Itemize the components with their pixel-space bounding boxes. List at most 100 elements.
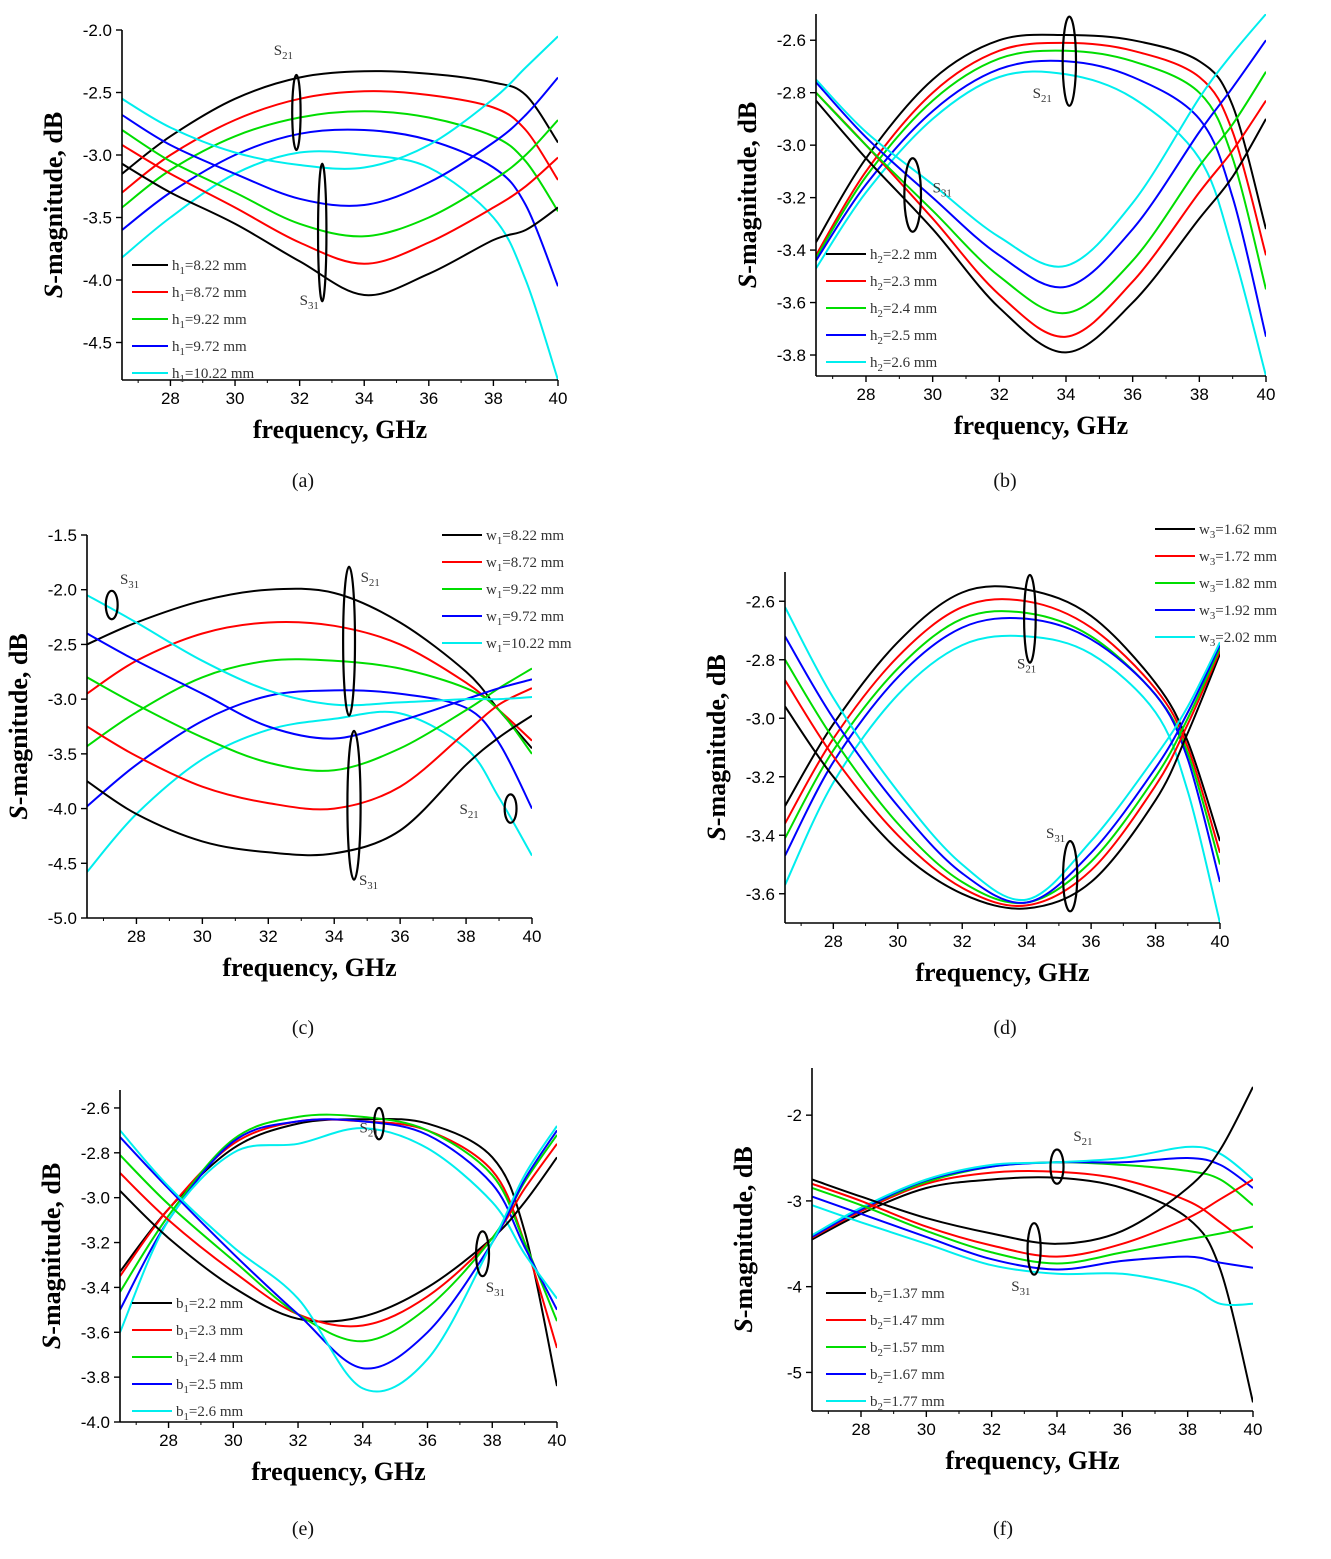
series-line-5 [120, 1156, 557, 1323]
annotation-label: S21 [1073, 1129, 1092, 1148]
series-line-6 [812, 1178, 1253, 1258]
series-line-7 [87, 667, 532, 772]
x-tick-label: 28 [159, 1431, 178, 1450]
y-axis-title: S-magnitude, dB [733, 102, 762, 288]
chart-e-svg: 28 30 32 34 36 38 40 -2.6 -2.8 -3.0 -3.2 -3.4 -3.6 -3… [37, 1090, 566, 1486]
legend-label: h2=2.3 mm [870, 274, 938, 293]
annotation-ellipse [1061, 15, 1078, 107]
series-line-5 [122, 162, 558, 297]
series-line-3 [87, 689, 532, 810]
x-tick-label: 38 [484, 389, 503, 408]
series-line-1 [816, 41, 1266, 256]
y-tick-label: -3.2 [81, 1234, 110, 1253]
x-tick-label: 28 [857, 385, 876, 404]
series-line-7 [812, 1187, 1253, 1265]
legend-label: w3=1.72 mm [1199, 549, 1277, 568]
series-line-8 [816, 39, 1266, 289]
series-group [120, 1113, 557, 1393]
series-line-5 [785, 653, 1220, 910]
x-tick-label: 34 [1048, 1420, 1067, 1439]
annotation-ellipse [346, 729, 362, 881]
legend-label: w1=9.22 mm [486, 582, 564, 601]
annotation-ellipse [342, 565, 357, 717]
annotation-ellipse [1026, 1222, 1042, 1276]
legend-label: h1=10.22 mm [172, 366, 255, 385]
series-line-4 [816, 70, 1266, 376]
caption-a: (a) [291, 470, 315, 492]
chart-d-svg: 28 30 32 34 36 38 40 -2.6 -2.8 -3.0 -3.2 -3.4 -3.6 fr… [702, 522, 1277, 987]
series-line-0 [122, 70, 558, 175]
x-tick-label: 36 [1123, 385, 1142, 404]
x-tick-label: 36 [1113, 1420, 1132, 1439]
series-line-9 [812, 1204, 1253, 1307]
y-tick-label: -4.5 [48, 854, 77, 873]
legend-label: b1=2.2 mm [176, 1296, 244, 1315]
y-tick-label: -2.6 [746, 592, 775, 611]
series-group [816, 14, 1266, 376]
y-tick-label: -4.0 [83, 271, 112, 290]
chart-c-svg: 28 30 32 34 36 38 40 -1.5 -2.0 -2.5 -3.0 -3.5 -4.0 -4… [4, 526, 572, 982]
series-line-1 [122, 90, 558, 194]
y-tick-label: -4.5 [83, 334, 112, 353]
series-line-9 [122, 35, 558, 170]
x-tick-label: 32 [259, 927, 278, 946]
series-line-6 [87, 687, 532, 811]
annotation-ellipse [104, 589, 119, 621]
x-tick-label: 32 [990, 385, 1009, 404]
y-axis-title: S-magnitude, dB [729, 1146, 758, 1332]
y-tick-label: -4.0 [81, 1413, 110, 1432]
annotation-label: S21 [361, 570, 380, 589]
y-tick-label: -3.6 [81, 1323, 110, 1342]
series-line-6 [816, 92, 1266, 338]
chart-panel-a: 28 30 32 34 36 38 40 -2.0 -2.5 -3.0 -3.5 -4.0 -4.5 fr… [39, 10, 570, 450]
legend-label: b2=1.77 mm [870, 1394, 945, 1413]
series-line-5 [816, 99, 1266, 354]
series-line-0 [816, 33, 1266, 243]
x-tick-label: 34 [353, 1431, 372, 1450]
series-line-8 [812, 1195, 1253, 1271]
chart-a-svg: 28 30 32 34 36 38 40 -2.0 -2.5 -3.0 -3.5 -4.0 -4.5 fr… [39, 21, 568, 444]
series-group [785, 585, 1220, 923]
legend-label: w1=8.72 mm [486, 555, 564, 574]
y-tick-label: -3.5 [83, 209, 112, 228]
series-line-6 [785, 650, 1220, 907]
series-line-0 [87, 587, 532, 750]
x-tick-label: 40 [1244, 1420, 1263, 1439]
series-line-8 [785, 635, 1220, 904]
series-line-3 [122, 128, 558, 287]
x-axis-title: frequency, GHz [945, 1446, 1119, 1475]
legend-label: h1=9.22 mm [172, 312, 247, 331]
x-tick-label: 40 [1257, 385, 1276, 404]
y-tick-label: -2 [787, 1106, 802, 1125]
x-tick-label: 38 [483, 1431, 502, 1450]
annotation-label: S21 [459, 802, 478, 821]
legend-label: w3=1.82 mm [1199, 576, 1277, 595]
legend-label: b1=2.4 mm [176, 1350, 244, 1369]
x-tick-label: 30 [224, 1431, 243, 1450]
y-tick-label: -2.6 [81, 1099, 110, 1118]
y-tick-label: -4.0 [48, 800, 77, 819]
x-axis-title: frequency, GHz [222, 953, 396, 982]
legend-label: b1=2.5 mm [176, 1377, 244, 1396]
y-tick-label: -2.8 [81, 1144, 110, 1163]
annotation-label: S31 [300, 293, 319, 312]
y-tick-label: -3.8 [777, 346, 806, 365]
x-tick-label: 30 [193, 927, 212, 946]
y-axis-title: S-magnitude, dB [702, 654, 731, 840]
legend-label: h2=2.4 mm [870, 301, 938, 320]
series-group [812, 1086, 1253, 1403]
series-line-9 [785, 606, 1220, 902]
series-line-4 [812, 1145, 1253, 1237]
x-tick-label: 28 [824, 932, 843, 951]
x-tick-label: 36 [391, 927, 410, 946]
y-tick-label: -3.0 [83, 146, 112, 165]
x-tick-label: 30 [226, 389, 245, 408]
caption-b: (b) [993, 470, 1017, 492]
series-line-0 [785, 585, 1220, 842]
annotation-label: S21 [1017, 657, 1036, 676]
series-line-4 [122, 150, 558, 380]
chart-panel-b: 28 30 32 34 36 38 40 -2.6 -2.8 -3.0 -3.2 -3.4 -3.6 -3… [710, 10, 1280, 450]
series-group [122, 35, 558, 380]
x-tick-label: 40 [549, 389, 568, 408]
annotation-label: S31 [933, 180, 952, 199]
